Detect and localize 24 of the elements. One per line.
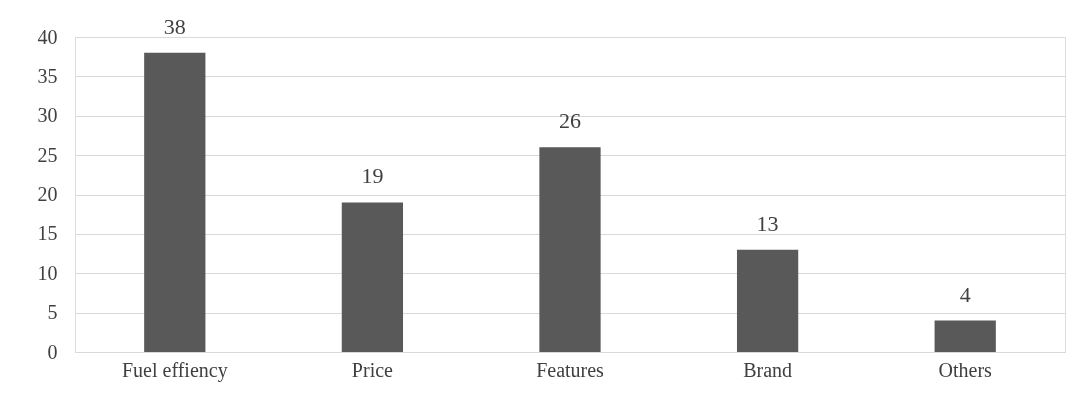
bar bbox=[934, 320, 996, 352]
x-tick-label: Brand bbox=[743, 358, 793, 381]
y-tick-label: 0 bbox=[47, 340, 58, 363]
data-label: 38 bbox=[163, 13, 186, 39]
x-tick-label: Others bbox=[938, 358, 993, 381]
y-tick-label: 15 bbox=[37, 222, 58, 245]
y-tick-label: 10 bbox=[37, 261, 58, 284]
x-tick-label: Price bbox=[351, 358, 394, 381]
y-tick-label: 25 bbox=[37, 143, 58, 166]
x-tick-label: Features bbox=[536, 358, 605, 381]
y-tick-label: 30 bbox=[37, 104, 58, 127]
bar bbox=[144, 52, 206, 352]
bar bbox=[736, 249, 799, 352]
data-label: 26 bbox=[559, 108, 581, 134]
y-tick-label: 40 bbox=[37, 25, 58, 48]
bar bbox=[341, 202, 404, 352]
y-tick-label: 5 bbox=[47, 301, 58, 324]
bar bbox=[539, 147, 601, 352]
x-tick-label: Fuel effiency bbox=[121, 358, 228, 382]
data-label: 19 bbox=[361, 163, 384, 189]
data-label: 13 bbox=[756, 210, 779, 236]
y-tick-label: 20 bbox=[37, 183, 58, 205]
data-label: 4 bbox=[959, 281, 971, 307]
y-tick-label: 35 bbox=[37, 64, 58, 87]
